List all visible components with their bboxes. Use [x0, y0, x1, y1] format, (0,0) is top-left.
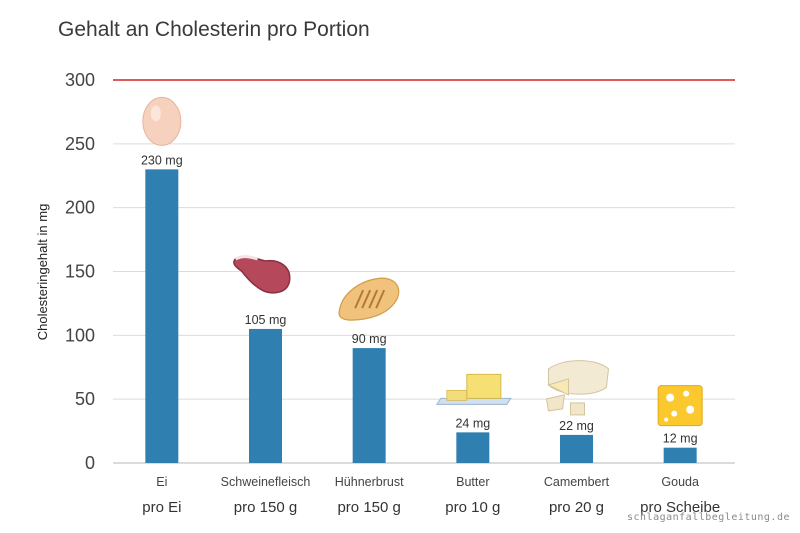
butter-slice: [446, 389, 468, 401]
grill-mark: [375, 289, 386, 309]
gouda-hole: [664, 417, 669, 422]
grill-mark: [354, 289, 365, 309]
x-tick-labels: Ei pro Ei Schweinefleisch pro 150 g Hühnerbr…: [142, 475, 720, 516]
gouda-hole: [683, 390, 690, 397]
y-tick-label: 200: [65, 198, 95, 218]
y-tick-label: 150: [65, 262, 95, 282]
x-tick-label: Schweinefleisch: [221, 475, 311, 489]
camembert-icon: [545, 360, 610, 416]
bar: [456, 432, 490, 463]
value-label: 12 mg: [663, 432, 698, 446]
value-label: 230 mg: [141, 153, 183, 167]
gouda-icon: [657, 385, 703, 427]
gouda-hole: [686, 405, 695, 414]
portion-label: pro Ei: [142, 499, 181, 516]
food-icons: [142, 96, 703, 427]
camembert-cube: [570, 402, 585, 416]
portion-label: pro 10 g: [445, 499, 500, 516]
watermark: schlaganfallbegleitung.de: [626, 512, 790, 523]
egg-shell: [142, 96, 182, 146]
gouda-hole: [666, 393, 675, 402]
grill-mark: [361, 289, 372, 309]
y-axis-label: Cholesteringehalt in mg: [35, 204, 50, 341]
pork-bone: [234, 255, 258, 261]
bar: [352, 348, 386, 463]
bar: [663, 447, 697, 463]
pork-meat: [233, 255, 291, 294]
value-label: 24 mg: [455, 416, 490, 430]
camembert-cut: [547, 378, 569, 396]
portion-label: pro 150 g: [234, 499, 297, 516]
y-tick-labels: 0 50 100 150 200 250 300: [65, 70, 95, 473]
bars: [145, 169, 697, 463]
x-tick-label: Gouda: [661, 475, 699, 489]
bar: [145, 169, 179, 463]
portion-label: pro Scheibe: [640, 499, 720, 516]
butter-block: [466, 373, 502, 399]
value-label: 90 mg: [352, 332, 387, 346]
gouda-hole: [671, 410, 678, 417]
camembert-piece: [545, 394, 566, 412]
y-tick-label: 300: [65, 70, 95, 90]
pork-chop-icon: [233, 255, 291, 294]
x-tick-label: Hühnerbrust: [335, 475, 404, 489]
x-tick-label: Ei: [156, 475, 167, 489]
value-labels: 230 mg 105 mg 90 mg 24 mg 22 mg 12 mg: [141, 153, 698, 445]
y-tick-label: 250: [65, 134, 95, 154]
bar: [249, 328, 282, 463]
egg-highlight: [150, 105, 161, 122]
chart-title: Gehalt an Cholesterin pro Portion: [58, 18, 370, 41]
grid-lines: [113, 143, 735, 400]
chicken-breast: [338, 277, 400, 321]
egg-icon: [142, 96, 182, 146]
x-tick-label: Camembert: [544, 475, 610, 489]
portion-label: pro 20 g: [549, 499, 604, 516]
y-tick-label: 50: [75, 389, 95, 409]
chicken-breast-icon: [338, 277, 400, 321]
bar: [560, 434, 593, 463]
y-tick-label: 0: [85, 453, 95, 473]
butter-icon: [435, 373, 512, 405]
portion-label: pro 150 g: [337, 499, 400, 516]
grill-mark: [368, 289, 379, 309]
value-label: 22 mg: [559, 419, 594, 433]
x-tick-label: Butter: [456, 475, 489, 489]
value-label: 105 mg: [245, 313, 287, 327]
y-tick-label: 100: [65, 325, 95, 345]
